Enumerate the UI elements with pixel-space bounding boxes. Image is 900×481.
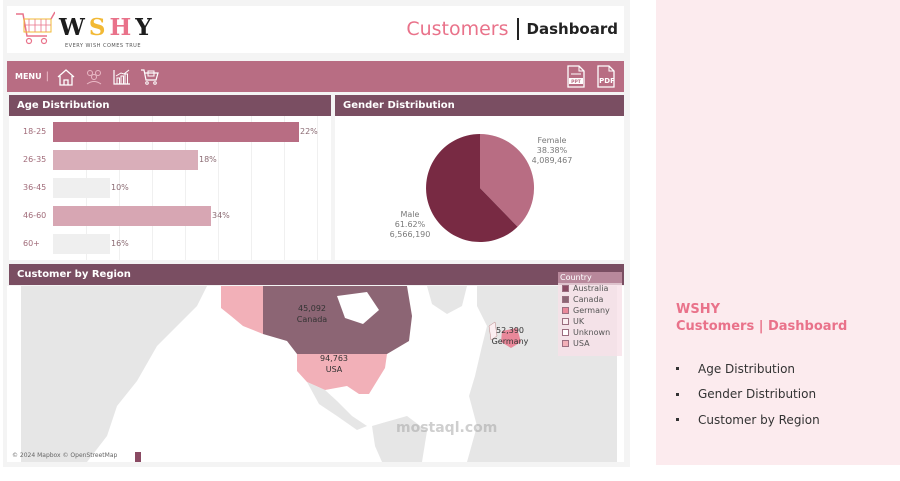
age-bar-row[interactable]: 46-60 34% — [9, 206, 331, 226]
wshy-logo: WSHY EVERY WISH COMES TRUE — [15, 10, 152, 50]
description-title: WSHY Customers | Dashboard — [676, 302, 848, 334]
age-bar[interactable] — [53, 178, 110, 198]
legend-swatch — [562, 285, 569, 292]
male-label: Male 61.62% 6,566,190 — [389, 210, 431, 239]
legend-swatch — [562, 318, 569, 325]
age-distribution-header: Age Distribution — [9, 95, 331, 116]
logo-wordmark: WSHY — [59, 14, 156, 41]
legend-swatch — [562, 329, 569, 336]
age-category-label: 46-60 — [23, 211, 47, 220]
age-category-label: 18-25 — [23, 127, 47, 136]
map-attribution[interactable]: © 2024 Mapbox © OpenStreetMap — [12, 452, 118, 459]
country-legend[interactable]: Country Australia Canada Germany UK Unkn… — [558, 272, 622, 356]
age-bar[interactable] — [53, 122, 299, 142]
legend-swatch — [562, 340, 569, 347]
description-list: Age Distribution Gender Distribution Cus… — [676, 356, 820, 433]
female-label: Female 38.38% 4,089,467 — [531, 136, 573, 165]
menu-label: MENU — [15, 72, 42, 81]
dashboard-header: WSHY EVERY WISH COMES TRUE Customers Das… — [7, 6, 624, 53]
description-item: Customer by Region — [676, 407, 820, 433]
age-distribution-chart: 18-25 22% 26-35 18% 36-45 10% 46-60 34% … — [9, 116, 331, 260]
logo-tagline: EVERY WISH COMES TRUE — [65, 43, 141, 49]
region-map[interactable]: 45,092 Canada 94,763 USA 52,390 Germany … — [7, 286, 624, 462]
title-customers: Customers — [406, 18, 509, 40]
age-bar-value: 18% — [199, 155, 217, 164]
canada-map-label: 45,092 Canada — [296, 304, 328, 324]
age-category-label: 26-35 — [23, 155, 47, 164]
bullet-icon — [676, 367, 679, 371]
age-bar-row[interactable]: 36-45 10% — [9, 178, 331, 198]
home-icon[interactable] — [55, 67, 77, 87]
title-dashboard: Dashboard — [526, 20, 618, 38]
age-bar-value: 22% — [300, 127, 318, 136]
svg-text:PPT: PPT — [571, 79, 582, 85]
age-bar-row[interactable]: 26-35 18% — [9, 150, 331, 170]
legend-item-unknown[interactable]: Unknown — [558, 327, 622, 338]
legend-item-germany[interactable]: Germany — [558, 305, 622, 316]
age-bar[interactable] — [53, 206, 211, 226]
bullet-icon — [676, 392, 679, 396]
legend-title: Country — [558, 272, 622, 283]
legend-swatch — [562, 296, 569, 303]
usa-map-label: 94,763 USA — [320, 354, 348, 374]
cart-icon[interactable] — [139, 67, 161, 87]
age-bar-value: 34% — [212, 211, 230, 220]
gridline — [284, 116, 285, 260]
female-slice — [480, 133, 535, 227]
title-divider — [516, 18, 519, 40]
gridline — [185, 116, 186, 260]
gender-distribution-chart: Female 38.38% 4,089,467 Male 61.62% 6,56… — [335, 116, 624, 260]
page-title: Customers Dashboard — [406, 18, 618, 40]
age-bar[interactable] — [53, 234, 110, 254]
age-bar-row[interactable]: 18-25 22% — [9, 122, 331, 142]
germany-map-label: 52,390 Germany — [491, 326, 529, 346]
male-slice — [426, 134, 518, 242]
legend-item-canada[interactable]: Canada — [558, 294, 622, 305]
pdf-export-icon[interactable]: PDF — [596, 65, 618, 92]
users-icon[interactable] — [83, 67, 105, 87]
legend-item-usa[interactable]: USA — [558, 338, 622, 349]
ppt-export-icon[interactable]: PPT — [566, 65, 586, 92]
gridline — [119, 116, 120, 260]
customer-by-region-header: Customer by Region — [9, 264, 624, 285]
description-item: Gender Distribution — [676, 382, 820, 408]
legend-swatch — [562, 307, 569, 314]
gridline — [251, 116, 252, 260]
legend-item-australia[interactable]: Australia — [558, 283, 622, 294]
gender-pie[interactable] — [335, 116, 624, 260]
legend-item-uk[interactable]: UK — [558, 316, 622, 327]
age-category-label: 36-45 — [23, 183, 47, 192]
export-buttons: PPT PDF — [566, 65, 618, 92]
toolbar: MENU | PPT PDF — [7, 61, 624, 92]
gridline — [152, 116, 153, 260]
bullet-icon — [676, 418, 679, 422]
menu-divider: | — [45, 71, 49, 82]
age-bar-value: 16% — [111, 239, 129, 248]
watermark: mostaql.com — [396, 420, 498, 436]
chart-icon[interactable] — [111, 67, 133, 87]
shopping-cart-logo-icon — [16, 11, 55, 45]
description-item: Age Distribution — [676, 356, 820, 382]
age-bar-value: 10% — [111, 183, 129, 192]
age-bar-row[interactable]: 60+ 16% — [9, 234, 331, 254]
gender-distribution-header: Gender Distribution — [335, 95, 624, 116]
description-panel: WSHY Customers | Dashboard Age Distribut… — [656, 0, 900, 465]
svg-text:PDF: PDF — [599, 77, 615, 85]
age-bar[interactable] — [53, 150, 198, 170]
age-category-label: 60+ — [23, 239, 40, 248]
gridline — [218, 116, 219, 260]
gridline — [317, 116, 318, 260]
